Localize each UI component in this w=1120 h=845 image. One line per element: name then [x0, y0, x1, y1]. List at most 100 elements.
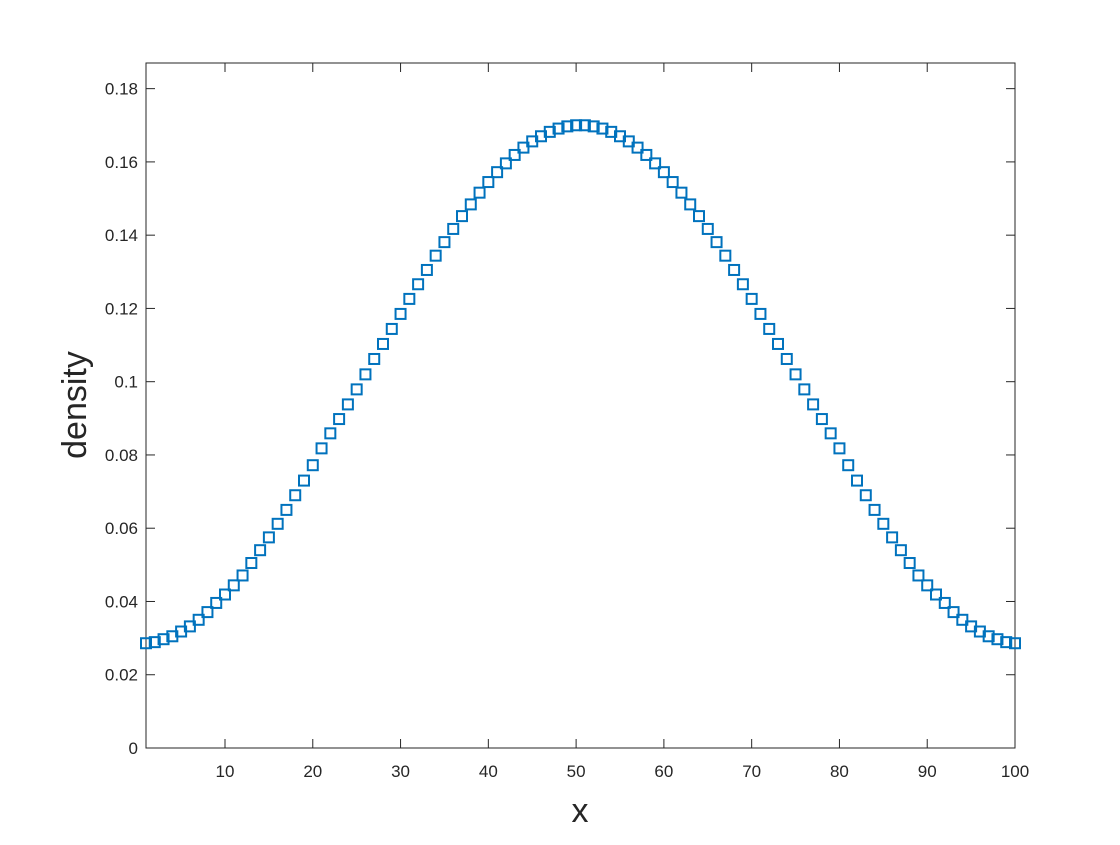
- x-tick-label: 100: [1001, 762, 1029, 781]
- data-point-82: [851, 474, 863, 487]
- data-point-29: [385, 322, 398, 335]
- data-point-47: [543, 125, 556, 138]
- data-point-93: [947, 606, 960, 619]
- data-point-58: [640, 148, 653, 161]
- data-point-92: [938, 596, 951, 609]
- data-point-74: [780, 352, 793, 365]
- data-point-85: [877, 517, 890, 530]
- data-point-25: [350, 383, 363, 396]
- data-point-7: [192, 613, 205, 626]
- data-point-51: [578, 119, 591, 132]
- x-tick-label: 70: [742, 762, 761, 781]
- data-point-3: [157, 633, 170, 646]
- data-point-6: [183, 620, 196, 633]
- data-point-19: [298, 474, 310, 487]
- data-point-84: [868, 503, 881, 516]
- x-tick-label: 80: [830, 762, 849, 781]
- x-axis-label: x: [572, 792, 589, 830]
- y-tick-label: 0: [129, 739, 138, 758]
- data-point-81: [842, 459, 855, 472]
- data-point-97: [982, 630, 995, 643]
- data-point-10: [219, 588, 231, 601]
- data-point-31: [403, 292, 416, 305]
- y-tick-label: 0.16: [105, 153, 138, 172]
- data-point-21: [315, 442, 328, 455]
- data-point-38: [464, 198, 477, 211]
- data-point-76: [798, 383, 811, 396]
- data-point-63: [684, 198, 697, 211]
- data-point-9: [210, 596, 223, 609]
- data-point-94: [956, 613, 969, 626]
- data-point-36: [447, 222, 460, 235]
- data-point-91: [930, 588, 942, 601]
- data-point-68: [728, 263, 741, 276]
- data-point-72: [763, 322, 776, 335]
- x-tick-label: 40: [479, 762, 498, 781]
- x-tick-label: 50: [567, 762, 586, 781]
- data-point-62: [675, 186, 688, 199]
- data-point-86: [886, 531, 899, 544]
- data-point-14: [254, 544, 267, 557]
- data-point-27: [368, 352, 381, 365]
- data-point-35: [438, 236, 451, 249]
- data-point-1: [140, 637, 152, 650]
- data-point-59: [649, 157, 662, 170]
- data-point-12: [236, 569, 249, 582]
- data-point-57: [631, 141, 644, 154]
- data-point-99: [1000, 636, 1013, 649]
- data-point-17: [280, 503, 293, 516]
- data-point-41: [491, 166, 504, 179]
- data-point-78: [815, 413, 828, 426]
- data-point-60: [657, 166, 670, 179]
- data-point-43: [508, 148, 521, 161]
- x-tick-label: 10: [216, 762, 235, 781]
- data-point-37: [456, 210, 468, 223]
- x-tick-label: 30: [391, 762, 410, 781]
- data-point-2: [148, 636, 161, 649]
- data-point-79: [824, 427, 837, 440]
- data-point-20: [306, 459, 319, 472]
- data-point-73: [772, 337, 784, 350]
- y-tick-label: 0.08: [105, 446, 138, 465]
- data-point-66: [710, 236, 723, 249]
- y-tick-label: 0.04: [105, 592, 138, 611]
- data-point-44: [517, 141, 530, 154]
- y-tick-label: 0.1: [114, 373, 138, 392]
- data-point-80: [833, 442, 846, 455]
- data-point-64: [693, 210, 705, 223]
- data-point-70: [745, 292, 758, 305]
- data-point-69: [736, 278, 749, 291]
- data-point-75: [789, 368, 802, 381]
- data-point-16: [271, 517, 284, 530]
- data-point-61: [666, 176, 679, 189]
- data-point-18: [289, 489, 302, 502]
- data-point-90: [921, 579, 934, 592]
- data-point-65: [701, 222, 714, 235]
- data-point-49: [561, 120, 574, 133]
- data-point-39: [473, 186, 486, 199]
- x-tick-label: 20: [303, 762, 322, 781]
- data-point-100: [1009, 637, 1021, 650]
- data-point-30: [394, 307, 407, 320]
- data-point-23: [333, 413, 346, 426]
- data-point-87: [894, 544, 907, 557]
- data-point-77: [807, 398, 820, 411]
- data-point-83: [859, 489, 872, 502]
- y-tick-label: 0.14: [105, 226, 138, 245]
- x-tick-label: 90: [918, 762, 937, 781]
- data-point-33: [420, 263, 433, 276]
- data-point-89: [912, 569, 925, 582]
- data-point-56: [622, 135, 635, 148]
- data-point-98: [991, 633, 1004, 646]
- y-axis-label: density: [56, 351, 94, 459]
- data-point-22: [324, 427, 337, 440]
- y-tick-label: 0.12: [105, 299, 138, 318]
- data-point-42: [499, 157, 512, 170]
- data-point-50: [570, 119, 583, 132]
- data-point-52: [587, 120, 600, 133]
- x-tick-label: 60: [654, 762, 673, 781]
- data-point-13: [245, 557, 258, 570]
- data-point-8: [201, 606, 214, 619]
- data-point-40: [482, 176, 495, 189]
